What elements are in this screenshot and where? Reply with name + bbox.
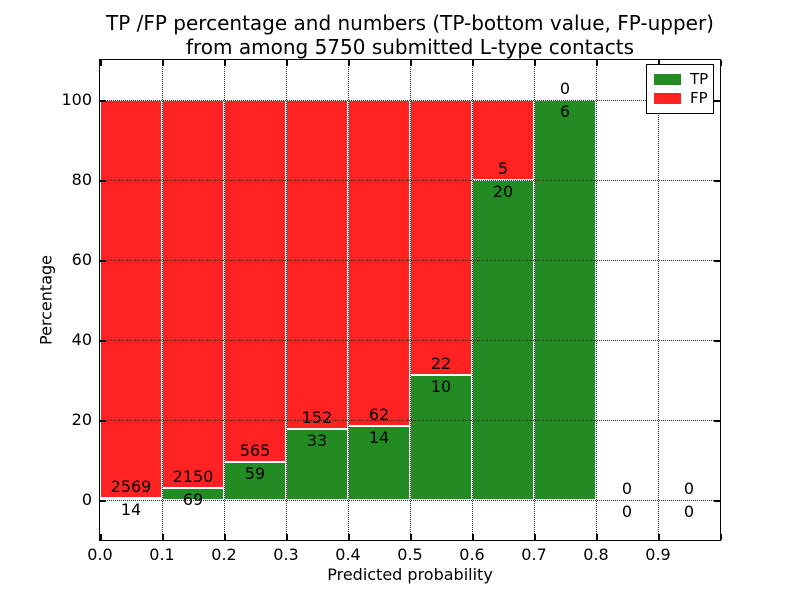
fp-bar-segment <box>410 100 472 375</box>
fp-bar-segment <box>100 100 162 498</box>
tp-bar-segment <box>100 497 162 500</box>
legend: TP FP <box>646 64 714 114</box>
tp-bar-segment <box>286 428 348 500</box>
legend-label-fp: FP <box>690 89 708 107</box>
fp-bar-segment <box>348 100 410 427</box>
legend-label-tp: TP <box>690 70 709 88</box>
fp-bar-segment <box>472 100 534 180</box>
legend-swatch-tp <box>654 74 681 85</box>
tp-bar-segment <box>472 180 534 500</box>
legend-row: FP <box>654 89 708 108</box>
fp-bar-segment <box>224 100 286 463</box>
legend-swatch-fp <box>654 93 681 104</box>
legend-row: TP <box>654 70 709 89</box>
fp-bar-segment <box>286 100 348 429</box>
tp-bar-segment <box>534 100 596 500</box>
fp-bar-segment <box>162 100 224 488</box>
chart-title-line1: TP /FP percentage and numbers (TP-bottom… <box>106 11 714 35</box>
tp-bar-segment <box>162 487 224 500</box>
x-axis-label: Predicted probability <box>327 565 493 584</box>
tp-bar-segment <box>348 426 410 500</box>
tp-bar-segment <box>410 375 472 500</box>
chart-title-line2: from among 5750 submitted L-type contact… <box>185 35 635 59</box>
tp-bar-segment <box>224 462 286 500</box>
